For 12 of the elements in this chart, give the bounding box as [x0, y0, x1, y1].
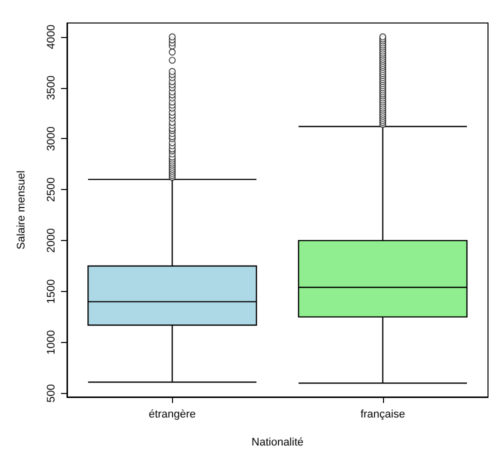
y-tick-label: 3000	[46, 126, 58, 151]
y-tick-label: 1000	[46, 330, 58, 355]
y-tick-label: 500	[46, 384, 58, 403]
y-tick-label: 2500	[46, 177, 58, 202]
x-axis-title: Nationalité	[252, 436, 304, 448]
x-tick-label: étrangère	[148, 408, 196, 420]
y-tick-label: 4000	[46, 24, 58, 50]
x-tick-label: française	[360, 408, 406, 420]
y-tick-label: 3500	[46, 76, 58, 100]
y-tick-label: 1500	[46, 279, 58, 304]
y-axis-title: Salaire mensuel	[16, 170, 28, 250]
y-tick-label: 2000	[46, 228, 58, 253]
